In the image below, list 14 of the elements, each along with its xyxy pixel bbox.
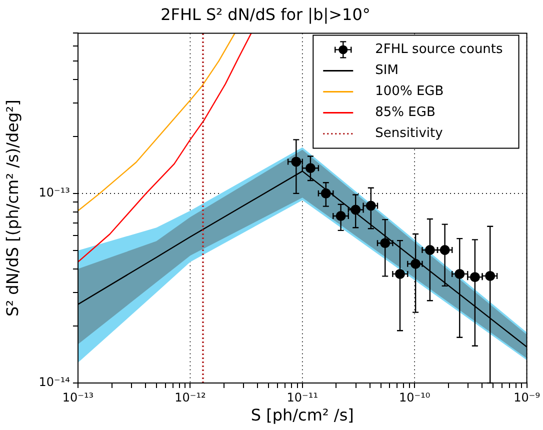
x-axis-title: S [ph/cm² /s] [250, 406, 354, 425]
legend-label: 2FHL source counts [375, 42, 504, 58]
x-tick-label: 10⁻¹⁰ [398, 390, 430, 404]
x-tick-label: 10⁻⁹ [514, 390, 540, 404]
y-tick-label: 10⁻¹⁴ [38, 375, 70, 390]
x-tick-label: 10⁻¹² [174, 390, 206, 404]
y-axis-title: S² dN/dS [(ph/cm² /s)/deg²] [2, 100, 22, 316]
legend-label: 85% EGB [375, 105, 436, 120]
legend-label: SIM [375, 63, 398, 78]
chart-title: 2FHL S² dN/dS for |b|>10° [160, 4, 370, 24]
x-tick-label: 10⁻¹¹ [286, 390, 318, 404]
legend-label: Sensitivity [375, 126, 444, 142]
x-tick-label: 10⁻¹³ [62, 390, 94, 404]
legend-label: 100% EGB [375, 84, 444, 100]
